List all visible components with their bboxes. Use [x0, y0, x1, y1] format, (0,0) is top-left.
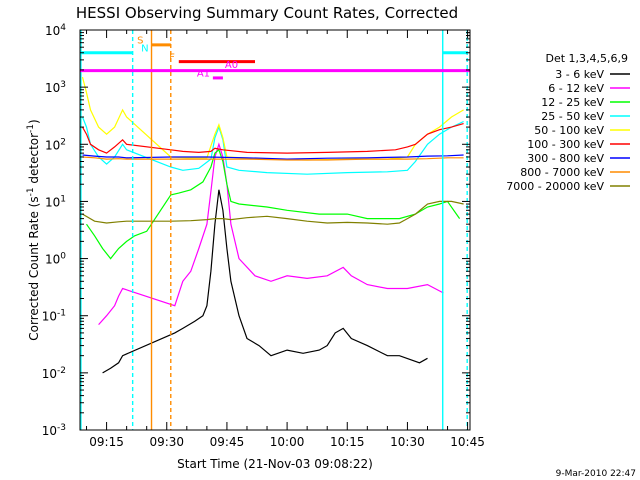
y-tick-label-1: 10-2 — [42, 366, 66, 381]
x-axis-label: Start Time (21-Nov-03 09:08:22) — [177, 457, 373, 471]
y-axis-label: Corrected Count Rate (s-1 detector-1) — [26, 119, 41, 340]
legend-label-7: 800 - 7000 keV — [520, 166, 604, 179]
series-line-6 — [82, 154, 464, 160]
series-line-5 — [81, 123, 464, 154]
annotation-s: S — [137, 36, 143, 47]
series-line-2 — [86, 148, 461, 260]
y-tick-label-6: 103 — [45, 80, 66, 95]
annotation-a0: A0 — [225, 60, 238, 71]
series-layer — [81, 76, 464, 374]
legend-label-4: 50 - 100 keV — [534, 124, 604, 137]
series-line-7 — [82, 156, 464, 161]
chart-title: HESSI Observing Summary Count Rates, Cor… — [76, 4, 458, 22]
legend-label-3: 25 - 50 keV — [541, 110, 604, 123]
x-tick-label-0: 09:15 — [89, 435, 124, 449]
markers-layer: SN F A0 A1 — [80, 30, 470, 430]
y-tick-label-3: 100 — [45, 252, 66, 267]
series-line-3 — [81, 116, 464, 175]
axes-layer: 09:15 09:30 09:45 10:00 10:15 10:30 10:45 10-3 1… — [42, 23, 485, 449]
x-tick-label-4: 10:15 — [330, 435, 365, 449]
legend-label-8: 7000 - 20000 keV — [506, 180, 604, 193]
x-tick-label-1: 09:30 — [149, 435, 184, 449]
x-tick-label-5: 10:30 — [390, 435, 425, 449]
plot-frame — [79, 29, 471, 431]
x-tick-label-3: 10:00 — [270, 435, 305, 449]
series-line-0 — [102, 189, 428, 374]
y-tick-label-4: 101 — [45, 194, 66, 209]
series-line-8 — [82, 200, 464, 225]
annotation-n: N — [141, 44, 148, 55]
annotation-a1: A1 — [197, 68, 210, 79]
date-stamp: 9-Mar-2010 22:47 — [556, 469, 636, 479]
y-tick-label-2: 10-1 — [42, 309, 66, 324]
legend-label-6: 300 - 800 keV — [527, 152, 604, 165]
legend-label-2: 12 - 25 keV — [541, 96, 604, 109]
y-tick-label-7: 104 — [45, 23, 66, 38]
legend-title: Det 1,3,4,5,6,9 — [545, 52, 628, 65]
legend-label-0: 3 - 6 keV — [555, 68, 604, 81]
y-tick-label-0: 10-3 — [42, 423, 66, 438]
legend-label-1: 6 - 12 keV — [548, 82, 604, 95]
legend-label-5: 100 - 300 keV — [527, 138, 604, 151]
y-tick-label-5: 102 — [45, 137, 66, 152]
x-tick-label-2: 09:45 — [210, 435, 245, 449]
annotation-f: F — [169, 53, 175, 64]
x-tick-label-6: 10:45 — [450, 435, 485, 449]
